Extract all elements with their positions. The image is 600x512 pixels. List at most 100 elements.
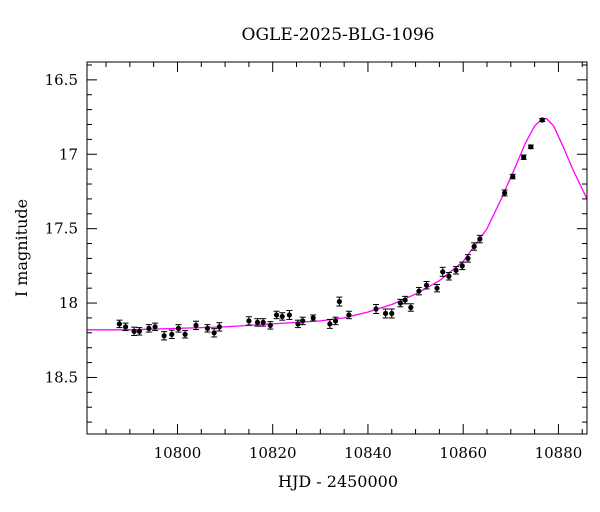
data-marker <box>310 315 316 321</box>
data-point <box>267 321 274 330</box>
data-marker <box>446 273 452 279</box>
plot-frame <box>86 61 588 435</box>
data-point <box>260 318 267 327</box>
data-point <box>161 331 168 341</box>
y-tick-label: 18 <box>59 294 78 312</box>
data-point <box>407 303 414 312</box>
data-marker <box>260 319 266 325</box>
data-marker <box>279 313 285 320</box>
data-marker <box>416 288 422 294</box>
axis-ticks-group <box>87 62 587 434</box>
data-point <box>136 327 143 336</box>
data-point <box>439 266 446 277</box>
y-tick-label: 17 <box>59 145 78 163</box>
data-marker <box>528 144 534 150</box>
data-marker <box>434 285 440 291</box>
data-point <box>509 173 516 180</box>
data-point <box>152 322 159 332</box>
data-marker <box>175 325 182 331</box>
data-marker <box>423 282 430 288</box>
data-marker <box>465 255 471 262</box>
y-tick-label: 18.5 <box>45 368 78 386</box>
y-tick-label: 16.5 <box>45 71 78 89</box>
data-point <box>453 266 460 275</box>
data-point <box>388 308 395 319</box>
model-curve <box>87 117 587 331</box>
data-marker <box>453 267 459 273</box>
data-marker <box>246 318 252 324</box>
data-marker <box>521 154 527 160</box>
data-points-group <box>116 117 546 341</box>
data-marker <box>136 328 142 334</box>
data-point <box>373 304 380 314</box>
data-marker <box>402 297 408 303</box>
data-point <box>445 272 452 281</box>
data-point <box>336 296 343 307</box>
model-curve-group <box>87 117 587 331</box>
data-marker <box>211 330 217 336</box>
data-point <box>216 322 223 332</box>
data-point <box>145 324 152 333</box>
data-marker <box>161 333 167 339</box>
data-point <box>245 316 252 326</box>
data-marker <box>477 236 483 242</box>
data-point <box>476 234 483 244</box>
data-point <box>273 310 280 320</box>
x-tick-label: 10800 <box>154 444 202 462</box>
data-marker <box>273 312 280 318</box>
x-tick-label: 10840 <box>344 444 392 462</box>
data-marker <box>408 304 414 311</box>
data-point <box>539 117 546 123</box>
data-point <box>332 316 339 326</box>
data-marker <box>182 331 188 337</box>
data-point <box>402 295 409 305</box>
data-point <box>182 330 189 339</box>
data-point <box>204 324 211 333</box>
data-marker <box>204 325 211 331</box>
data-marker <box>300 318 306 324</box>
x-axis-label: HJD - 2450000 <box>278 472 398 491</box>
data-marker <box>346 312 352 318</box>
data-point <box>345 310 352 320</box>
data-marker <box>286 312 292 318</box>
x-tick-label: 10860 <box>439 444 487 462</box>
data-marker <box>295 321 301 327</box>
chart-title: OGLE-2025-BLG-1096 <box>242 25 435 45</box>
data-point <box>459 261 466 271</box>
data-point <box>415 286 422 296</box>
data-marker <box>382 310 389 317</box>
data-point <box>382 308 389 319</box>
data-marker <box>459 263 465 269</box>
data-marker <box>471 243 477 250</box>
data-point <box>326 318 333 329</box>
data-point <box>423 280 430 290</box>
data-marker <box>131 328 137 334</box>
data-point <box>175 324 182 333</box>
data-marker <box>389 310 395 317</box>
y-axis-label: I magnitude <box>12 199 31 297</box>
data-marker <box>336 298 342 305</box>
data-marker <box>193 322 199 328</box>
data-marker <box>122 324 129 330</box>
data-marker <box>146 325 152 331</box>
data-marker <box>169 331 175 337</box>
data-point <box>520 154 527 160</box>
data-point <box>397 298 404 308</box>
data-point <box>286 309 293 320</box>
data-point <box>527 144 534 150</box>
data-point <box>434 283 440 293</box>
data-marker <box>267 322 273 328</box>
data-point <box>168 329 175 339</box>
data-marker <box>327 321 333 327</box>
data-marker <box>539 117 545 123</box>
data-point <box>193 320 200 331</box>
x-tick-label: 10880 <box>535 444 583 462</box>
data-marker <box>373 306 379 312</box>
data-point <box>299 316 306 326</box>
data-point <box>294 319 301 329</box>
data-point <box>501 189 508 197</box>
data-point <box>131 326 138 336</box>
data-point <box>211 328 218 338</box>
data-marker <box>502 190 508 196</box>
